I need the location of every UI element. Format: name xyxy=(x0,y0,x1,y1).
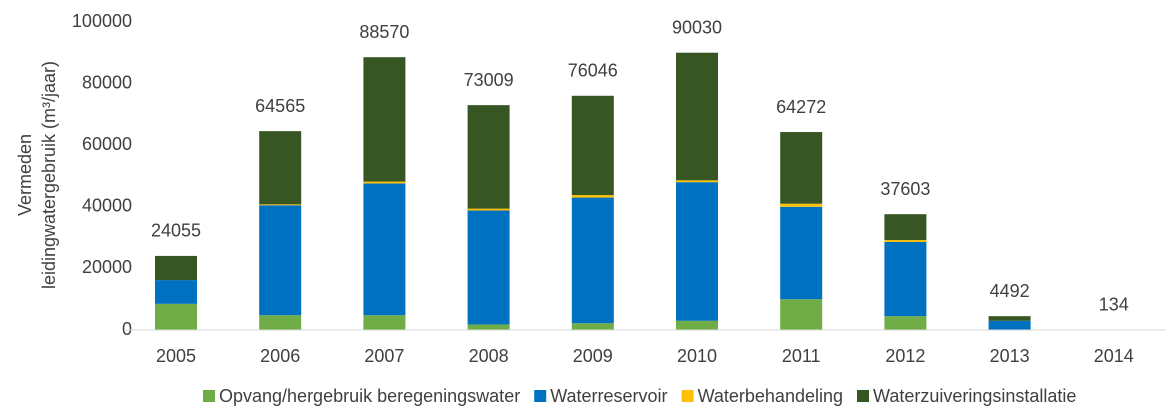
y-tick-label: 100000 xyxy=(72,11,132,31)
bar-segment xyxy=(571,95,614,196)
bar-segment xyxy=(467,210,510,325)
legend-label: Waterzuiveringsinstallatie xyxy=(873,386,1076,406)
x-tick-label: 2006 xyxy=(260,346,300,366)
bar-segment xyxy=(259,131,302,205)
bar-segment xyxy=(780,203,823,207)
bar-segment xyxy=(363,181,406,184)
bar-segment xyxy=(676,52,718,181)
bar-total-label: 76046 xyxy=(568,61,618,81)
bar-segment xyxy=(259,315,302,330)
x-tick-label: 2008 xyxy=(469,346,509,366)
bar-segment xyxy=(467,105,510,209)
bar-segment xyxy=(363,315,406,330)
bar-total-label: 88570 xyxy=(359,22,409,42)
x-tick-label: 2007 xyxy=(364,346,404,366)
bar-segment xyxy=(467,324,510,330)
bar-segment xyxy=(780,299,823,330)
bar-segment xyxy=(363,57,406,182)
y-tick-label: 40000 xyxy=(82,196,132,216)
bar-segment xyxy=(676,182,718,321)
bar-segment xyxy=(988,316,1031,321)
bar-segment xyxy=(884,214,927,241)
bar-segment xyxy=(155,280,197,304)
x-tick-label: 2013 xyxy=(990,346,1030,366)
legend-label: Waterreservoir xyxy=(550,386,667,406)
y-tick-label: 80000 xyxy=(82,72,132,92)
bar-total-label: 4492 xyxy=(990,281,1030,301)
y-axis-title-line: leidingwatergebruik (m³/jaar) xyxy=(39,61,59,289)
y-tick-label: 60000 xyxy=(82,134,132,154)
bar-segment xyxy=(676,320,718,330)
bar-segment xyxy=(571,323,614,330)
bar-segment xyxy=(571,197,614,324)
x-tick-label: 2005 xyxy=(156,346,196,366)
bar-segment xyxy=(155,255,197,281)
bar-segment xyxy=(780,132,823,204)
y-tick-label: 20000 xyxy=(82,257,132,277)
y-axis-title: Vermeden leidingwatergebruik (m³/jaar) xyxy=(15,61,59,289)
x-tick-label: 2009 xyxy=(573,346,613,366)
bar-segment xyxy=(259,204,302,206)
legend-swatch xyxy=(681,390,694,402)
bar-total-label: 37603 xyxy=(880,179,930,199)
bar-total-label: 134 xyxy=(1099,294,1129,314)
bar-segment xyxy=(676,180,718,183)
bar-total-label: 64272 xyxy=(776,97,826,117)
bar-segment xyxy=(363,183,406,316)
bar-total-label: 73009 xyxy=(464,70,514,90)
y-axis-title-line: Vermeden xyxy=(15,134,35,216)
bar-segment xyxy=(884,240,927,242)
x-tick-label: 2014 xyxy=(1094,346,1134,366)
bar-segment xyxy=(571,195,614,198)
bar-segment xyxy=(467,208,510,211)
bar-segment xyxy=(884,241,927,317)
bar-total-label: 64565 xyxy=(255,96,305,116)
legend-label: Waterbehandeling xyxy=(698,386,843,406)
x-tick-label: 2011 xyxy=(782,346,821,366)
bar-total-label: 90030 xyxy=(672,17,722,37)
x-tick-label: 2010 xyxy=(677,346,717,366)
y-tick-label: 0 xyxy=(122,319,132,339)
bar-segment xyxy=(259,205,302,316)
bar-segment xyxy=(780,206,823,300)
bar-segment xyxy=(988,320,1031,330)
legend-swatch xyxy=(203,390,215,402)
legend-swatch xyxy=(534,390,547,402)
bar-segment xyxy=(884,316,927,330)
legend-label: Opvang/hergebruik beregeningswater xyxy=(219,386,520,406)
x-tick-label: 2012 xyxy=(885,346,925,366)
bar-total-label: 24055 xyxy=(151,221,201,241)
bar-segment xyxy=(155,303,197,330)
legend-swatch xyxy=(857,390,869,402)
